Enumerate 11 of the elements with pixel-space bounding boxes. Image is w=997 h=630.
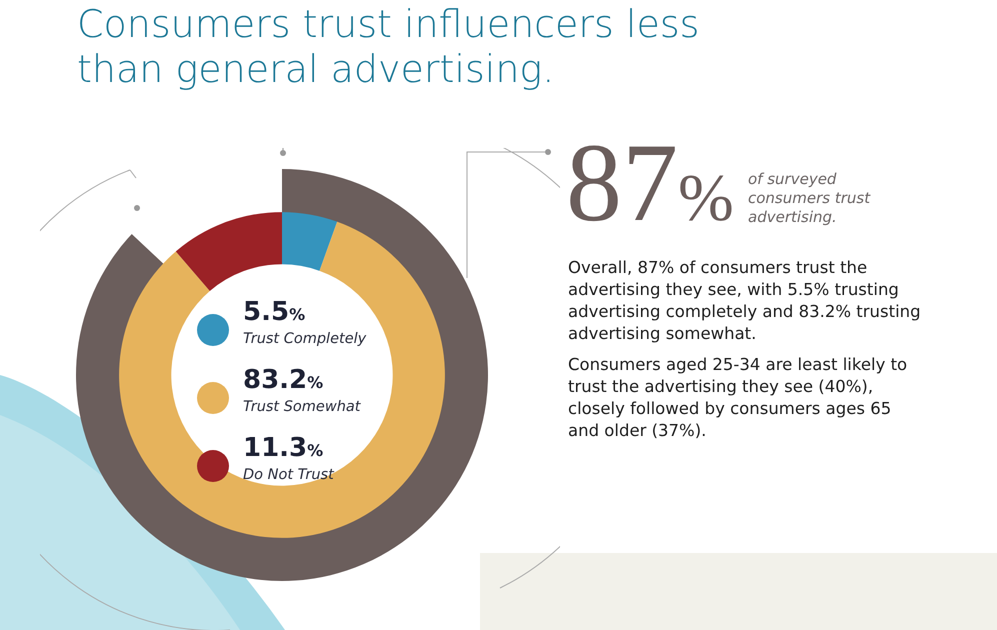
data-label: 5.5% bbox=[243, 297, 306, 329]
text: Consumers aged 25-34 are least likely to trust the advertising they see (40%), closely followed by consumers ages 65 and older (37%). bbox=[568, 354, 908, 442]
legend-label: Do Not Trust bbox=[243, 466, 334, 484]
legend-label: Trust Completely bbox=[243, 330, 366, 348]
chart-title: Consumers trust influencers less than general advertising. bbox=[77, 2, 700, 92]
data-label: 87% bbox=[566, 121, 734, 245]
text: of surveyed consumers trust advertising. bbox=[748, 170, 872, 227]
data-label: 83.2% bbox=[243, 365, 324, 397]
text: Overall, 87% of consumers trust the advertising they see, with 5.5% trusting advertising completely and 83.2% trusting advertising somewhat. bbox=[568, 257, 922, 345]
data-label: 11.3% bbox=[243, 433, 324, 465]
legend-label: Trust Somewhat bbox=[243, 398, 360, 416]
